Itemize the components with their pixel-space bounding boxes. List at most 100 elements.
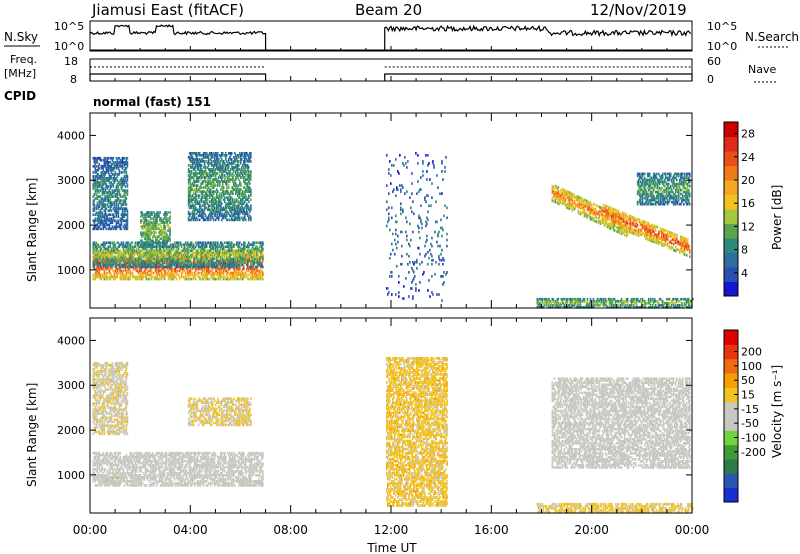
data-cell <box>103 223 106 227</box>
data-cell <box>215 269 218 273</box>
data-cell <box>395 158 397 161</box>
data-cell <box>231 275 234 279</box>
data-cell <box>218 251 221 255</box>
data-cell <box>108 173 111 176</box>
data-cell <box>249 182 251 185</box>
data-cell <box>223 267 226 271</box>
data-cell <box>129 259 132 263</box>
data-cell <box>185 249 188 253</box>
data-cell <box>158 251 161 255</box>
data-cell <box>183 247 186 251</box>
data-cell <box>115 223 118 227</box>
data-cell <box>97 177 100 180</box>
cpid-value: normal (fast) 151 <box>93 95 211 109</box>
data-cell <box>120 217 123 221</box>
data-cell <box>167 211 169 214</box>
data-cell <box>146 223 148 226</box>
data-cell <box>187 259 190 263</box>
data-cell <box>195 253 198 257</box>
data-cell <box>409 196 411 199</box>
data-cell <box>110 219 113 223</box>
data-cell <box>113 191 116 194</box>
data-cell <box>162 241 165 245</box>
data-cell <box>412 295 414 298</box>
data-cell <box>94 255 97 259</box>
data-cell <box>214 251 217 255</box>
data-cell <box>205 253 208 257</box>
data-cell <box>170 275 173 279</box>
data-cell <box>117 225 120 229</box>
data-cell <box>186 249 189 253</box>
data-cell <box>141 227 143 230</box>
data-cell <box>123 263 126 267</box>
data-cell <box>137 243 140 247</box>
data-cell <box>95 249 98 253</box>
data-cell <box>119 179 122 182</box>
data-cell <box>149 231 151 234</box>
data-cell <box>162 261 165 265</box>
data-cell <box>100 211 103 215</box>
nsky-label: N.Sky <box>4 30 38 44</box>
data-cell <box>155 265 158 269</box>
data-cell <box>108 257 111 261</box>
data-cell <box>126 257 129 261</box>
data-cell <box>138 269 141 273</box>
data-cell <box>121 245 124 249</box>
data-cell <box>198 251 201 255</box>
data-cell <box>259 269 261 273</box>
data-cell <box>195 194 198 197</box>
data-cell <box>125 227 128 231</box>
data-cell <box>237 245 240 249</box>
data-cell <box>415 283 417 286</box>
data-cell <box>111 221 114 225</box>
data-cell <box>199 265 202 269</box>
data-cell <box>100 199 103 202</box>
data-cell <box>242 257 244 261</box>
data-cell <box>104 261 107 265</box>
data-cell <box>252 251 254 255</box>
data-cell <box>156 245 159 249</box>
data-cell <box>109 263 112 267</box>
data-cell <box>409 244 411 248</box>
data-cell <box>387 291 390 294</box>
data-cell <box>144 259 147 263</box>
data-cell <box>118 257 121 261</box>
data-cell <box>149 265 152 269</box>
data-cell <box>234 261 237 265</box>
data-cell <box>126 259 129 263</box>
data-cell <box>220 265 223 269</box>
data-cell <box>181 257 184 261</box>
data-cell <box>108 225 111 229</box>
noise-tick-high-left: 10^5 <box>54 20 84 33</box>
data-cell <box>152 245 154 249</box>
data-cell <box>140 269 143 273</box>
data-cell <box>255 259 257 263</box>
data-cell <box>98 255 101 259</box>
data-cell <box>225 253 228 257</box>
data-cell <box>94 253 97 257</box>
data-cell <box>196 257 199 261</box>
data-cell <box>128 265 131 269</box>
data-cell <box>219 267 222 271</box>
data-cell <box>120 223 123 227</box>
data-cell <box>107 253 110 257</box>
data-cell <box>98 205 101 208</box>
data-cell <box>116 211 119 215</box>
data-cell <box>198 218 201 222</box>
data-cell <box>179 243 182 247</box>
data-cell <box>118 181 121 184</box>
data-cell <box>108 201 111 204</box>
data-cell <box>187 271 190 275</box>
data-cell <box>214 249 217 253</box>
data-cell <box>116 255 119 259</box>
data-cell <box>225 257 228 261</box>
data-cell <box>152 227 154 230</box>
data-cell <box>97 195 100 198</box>
data-cell <box>147 235 149 238</box>
data-cell <box>200 257 203 261</box>
data-cell <box>105 261 108 265</box>
data-cell <box>98 257 101 261</box>
data-cell <box>109 177 112 180</box>
data-cell <box>261 265 263 269</box>
data-cell <box>124 263 127 267</box>
